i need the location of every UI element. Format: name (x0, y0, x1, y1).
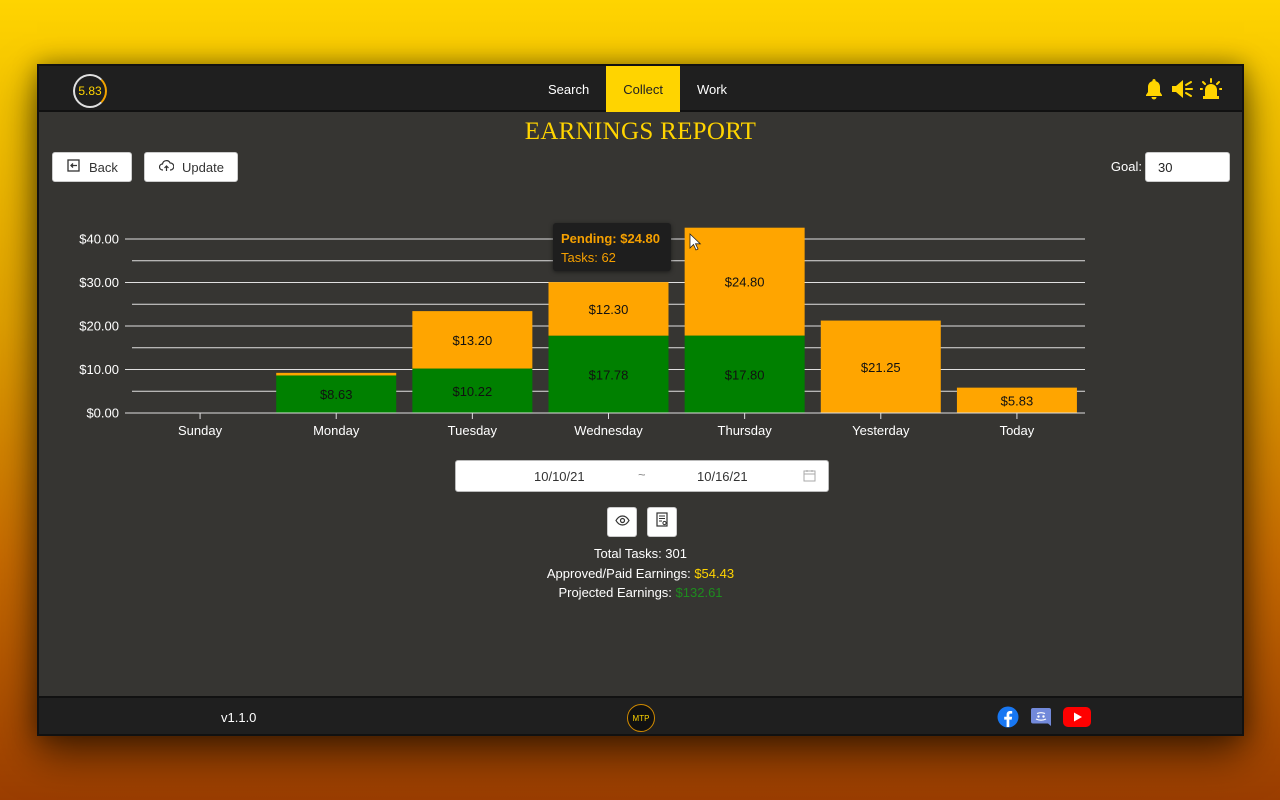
y-tick-label: $0.00 (86, 406, 119, 421)
bar-approved (548, 335, 669, 413)
y-tick-label: $20.00 (79, 319, 119, 334)
bar-approved-label: $10.22 (452, 384, 492, 399)
tooltip-tasks: Tasks: 62 (561, 250, 616, 265)
bar-approved-label: $17.80 (725, 367, 765, 382)
bar-pending-label: $5.83 (1001, 393, 1034, 408)
update-button-label: Update (182, 159, 224, 175)
bar-pending (956, 387, 1077, 413)
date-end[interactable]: 10/16/21 (697, 469, 748, 484)
x-tick-label: Sunday (178, 423, 223, 438)
approved-earnings-row: Approved/Paid Earnings: $54.43 (39, 564, 1242, 584)
bar-pending-label: $21.25 (861, 360, 901, 375)
bar-approved-label: $17.78 (589, 367, 629, 382)
siren-icon[interactable] (1200, 78, 1222, 100)
youtube-icon[interactable] (1063, 707, 1091, 732)
x-tick-label: Today (1000, 423, 1035, 438)
nav-work[interactable]: Work (696, 81, 728, 97)
bar-pending-label: $24.80 (725, 275, 765, 290)
approved-earnings-value: $54.43 (694, 565, 735, 581)
stats-summary: Total Tasks: 301 Approved/Paid Earnings:… (39, 544, 1242, 603)
bar-pending (548, 282, 669, 336)
bell-icon[interactable] (1144, 78, 1164, 100)
projected-earnings-row: Projected Earnings: $132.61 (39, 583, 1242, 603)
bar-approved (412, 368, 533, 413)
version-label: v1.1.0 (221, 710, 257, 725)
x-tick-label: Wednesday (574, 423, 643, 438)
document-icon (655, 512, 669, 532)
projected-earnings-label: Projected Earnings: (558, 585, 672, 600)
social-links (997, 706, 1091, 733)
total-tasks: Total Tasks: 301 (594, 546, 687, 561)
bar-pending-label: $13.20 (452, 333, 492, 348)
view-button[interactable] (607, 507, 637, 537)
exit-icon (67, 159, 81, 175)
bar-approved-label: $8.63 (320, 387, 353, 402)
earnings-chart: $0.00 $10.00 $20.00 $30.00 $40.00 Sunday $8.63… (79, 227, 1085, 438)
tooltip-pending: Pending: $24.80 (561, 231, 660, 246)
y-tick-label: $10.00 (79, 362, 119, 377)
report-button[interactable] (647, 507, 677, 537)
date-range-picker[interactable]: 10/10/21 ~ 10/16/21 (455, 460, 829, 492)
x-tick-label: Thursday (718, 423, 773, 438)
discord-icon[interactable] (1029, 706, 1053, 733)
app-window: 5.83 Search Collect Work EARNINGS REPORT… (37, 64, 1244, 736)
bar-pending-label: $12.30 (589, 302, 629, 317)
x-tick-label: Tuesday (448, 423, 498, 438)
x-tick-label: Monday (313, 423, 360, 438)
nav-search[interactable]: Search (548, 81, 590, 97)
facebook-icon[interactable] (997, 706, 1019, 733)
bar-pending (820, 320, 941, 413)
back-button-label: Back (89, 159, 118, 175)
bar-approved (684, 335, 805, 413)
eye-icon (614, 513, 630, 531)
date-separator: ~ (638, 467, 646, 482)
balance-badge[interactable]: 5.83 (73, 74, 107, 108)
approved-earnings-label: Approved/Paid Earnings: (546, 565, 691, 581)
cloud-upload-icon (158, 159, 175, 175)
page-title: EARNINGS REPORT (524, 118, 757, 145)
main-nav: Search Collect Work (531, 66, 744, 112)
bar-pending (684, 227, 805, 336)
bar-approved (276, 375, 397, 413)
footer: v1.1.0 MTP (39, 696, 1242, 734)
y-tick-label: $40.00 (79, 232, 119, 247)
top-bar: 5.83 Search Collect Work (39, 66, 1242, 112)
update-button[interactable]: Update (144, 152, 238, 182)
projected-earnings-value: $132.61 (675, 585, 723, 600)
y-tick-label: $30.00 (79, 275, 119, 290)
top-icons (1144, 78, 1222, 100)
calendar-icon[interactable] (803, 469, 816, 487)
speaker-icon[interactable] (1170, 78, 1194, 100)
nav-collect[interactable]: Collect (606, 66, 680, 112)
goal-input[interactable] (1145, 152, 1230, 182)
bar-pending (276, 372, 397, 376)
back-button[interactable]: Back (52, 152, 132, 182)
x-tick-label: Yesterday (852, 423, 910, 438)
goal-label: Goal: (1110, 159, 1142, 174)
date-start[interactable]: 10/10/21 (534, 469, 585, 484)
mtp-logo[interactable]: MTP (627, 704, 655, 732)
mouse-cursor (689, 233, 702, 251)
bar-pending (412, 311, 533, 369)
chart-tooltip: Pending: $24.80 Tasks: 62 (553, 223, 671, 271)
